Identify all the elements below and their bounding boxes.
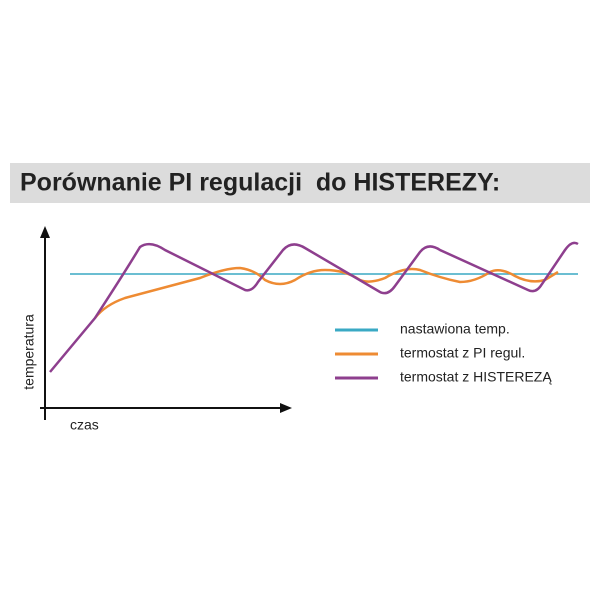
legend-label: nastawiona temp.: [400, 321, 510, 337]
hysteresis-curve: [49, 241, 579, 373]
y-arrow: [40, 226, 50, 238]
x-arrow: [280, 403, 292, 413]
x-axis-label: czas: [70, 417, 99, 433]
title-bar: [10, 163, 590, 203]
y-axis-label: temperatura: [21, 314, 37, 390]
legend-label: termostat z PI regul.: [400, 345, 525, 361]
title: Porównanie PI regulacji do HISTEREZY:: [20, 169, 500, 197]
pi-curve: [94, 266, 559, 319]
legend-label: termostat z HISTEREZĄ: [400, 369, 552, 385]
